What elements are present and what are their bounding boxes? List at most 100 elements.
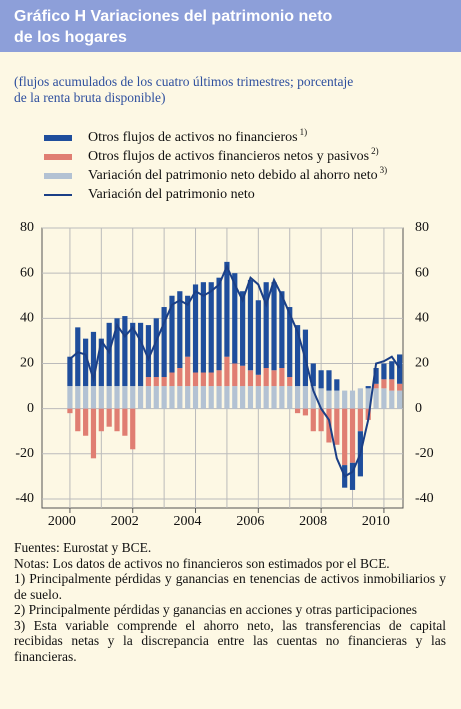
bar [294,325,301,387]
bar [349,408,356,463]
legend-note: 2) [371,146,379,156]
note: 3) Esta variable comprende el ahorro net… [14,617,446,664]
legend-label: Variación del patrimonio neto debido al … [88,168,378,183]
bar [90,331,97,387]
bar [326,408,332,443]
bar [389,361,395,380]
y-tick-label: -40 [15,491,34,506]
bar [145,377,152,387]
bar [153,386,159,409]
bar [122,316,128,387]
bar [302,386,309,409]
bar [326,390,332,409]
bar [342,390,348,409]
bar [192,372,199,387]
bar [83,386,89,409]
bar [169,386,175,409]
bar [75,386,81,409]
bar [349,390,356,409]
bar [240,291,246,366]
bar [216,370,222,387]
bar [114,318,120,387]
bar [75,327,81,387]
bar [318,408,324,432]
legend-label: Variación del patrimonio neto [88,187,255,202]
bar [208,372,214,387]
bar [114,386,120,409]
bar [263,368,269,387]
bar [161,386,167,409]
bar [240,386,246,409]
x-tick-label: 2006 [236,514,264,529]
bar [294,386,301,409]
bar [287,307,293,378]
bar [90,386,97,409]
bar [334,408,340,445]
bar [192,386,199,409]
bar [153,318,159,378]
bar [287,386,293,409]
x-tick-label: 2000 [48,514,76,529]
bar [302,408,309,416]
bar [200,386,206,409]
y-tick-label-right: 80 [415,220,429,235]
bar [161,307,167,378]
bar [373,388,379,409]
bar [200,372,206,387]
bar [397,383,403,391]
legend-label: Otros flujos de activos no financieros [88,130,298,145]
bar [67,356,73,387]
bar [67,408,73,414]
bar [397,390,403,409]
note: 2) Principalmente pérdidas y ganancias e… [14,602,417,617]
bar [224,261,230,357]
bar [342,408,348,466]
note: Notas: Los datos de activos no financier… [14,555,390,571]
y-tick-label: 80 [20,220,34,235]
x-tick-label: 2008 [299,514,327,529]
chart: Otros flujos de activos no financieros 1)… [15,127,433,529]
bar [310,408,316,432]
bar [294,408,301,414]
bar [98,338,104,387]
bar [185,356,191,387]
bar [98,408,104,432]
bar [318,370,324,389]
bar [381,363,387,380]
bar [75,408,81,432]
bar [232,386,238,409]
bar [137,386,144,409]
bar [200,282,206,373]
bar [177,368,183,387]
bar [224,356,230,387]
bar [381,388,387,409]
bar [169,372,175,387]
y-tick-label: 0 [27,401,34,416]
legend-swatch [44,135,72,141]
bar [373,383,379,389]
y-tick-label-right: 60 [415,265,429,280]
bar [310,363,316,387]
legend-swatch [44,173,72,179]
bar [334,379,340,391]
bar [224,386,230,409]
bar [216,277,222,371]
bar [130,408,136,450]
bar [106,386,112,409]
bar [310,386,316,409]
bar [365,388,371,409]
bar [137,322,144,387]
y-tick-label-right: 0 [415,401,422,416]
bar [153,377,159,387]
legend-note: 1) [300,127,308,137]
bar [279,368,285,387]
bar [263,386,269,409]
bar [83,338,89,387]
bar [130,322,136,387]
legend-swatch [44,154,72,160]
bar [271,282,277,371]
y-tick-label: -20 [15,446,34,461]
bar [192,284,199,373]
bar [232,363,238,387]
bar [255,300,261,375]
